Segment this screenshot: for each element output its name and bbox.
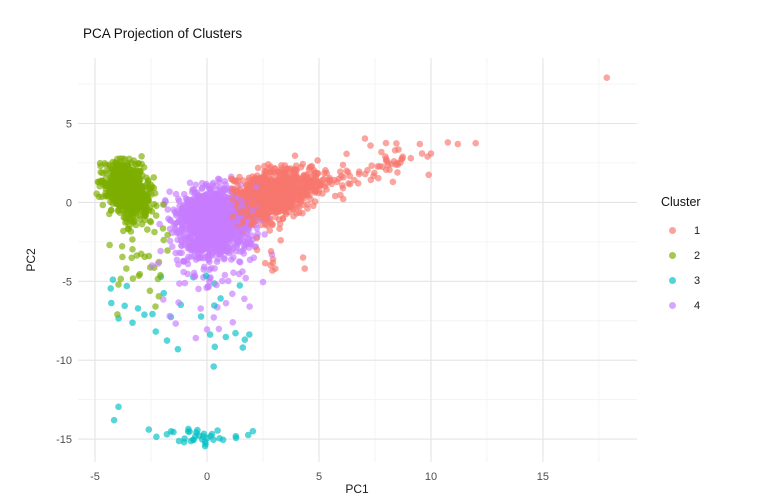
legend-item-label: 1 (694, 224, 701, 237)
x-tick-label: 0 (204, 471, 210, 483)
y-tick-label: -5 (62, 276, 72, 288)
x-tick-label: 5 (316, 471, 322, 483)
legend-key-dot (669, 252, 676, 259)
y-axis-tick-labels: 5 0 -5 -10 -15 (56, 119, 72, 447)
gridlines-major (78, 58, 637, 462)
x-tick-label: -5 (90, 471, 100, 483)
x-axis-tick-labels: -5 0 5 10 15 (90, 471, 549, 483)
legend-title: Cluster (661, 195, 701, 209)
y-tick-label: -15 (56, 434, 72, 446)
x-tick-label: 15 (537, 471, 549, 483)
legend-item-label: 4 (694, 299, 701, 312)
gridlines-minor (78, 58, 637, 462)
legend-key-dot (669, 227, 676, 234)
scatter-points (93, 74, 611, 450)
legend-key-dot (669, 277, 676, 284)
x-tick-label: 10 (425, 471, 437, 483)
legend-item-4: 4 (661, 293, 701, 318)
legend-items: 1 2 3 4 (661, 218, 701, 318)
y-tick-label: -10 (56, 355, 72, 367)
x-axis-title: PC1 (345, 482, 369, 496)
y-tick-label: 0 (66, 197, 72, 209)
y-tick-label: 5 (66, 119, 72, 131)
legend-key-dot (669, 302, 676, 309)
chart-title: PCA Projection of Clusters (83, 26, 243, 41)
legend-item-1: 1 (661, 218, 701, 243)
legend-item-label: 3 (694, 274, 701, 287)
legend-item-3: 3 (661, 268, 701, 293)
legend-item-label: 2 (694, 249, 701, 262)
legend: Cluster 1 2 3 4 (661, 195, 701, 318)
y-axis-title: PC2 (24, 248, 38, 272)
legend-item-2: 2 (661, 243, 701, 268)
